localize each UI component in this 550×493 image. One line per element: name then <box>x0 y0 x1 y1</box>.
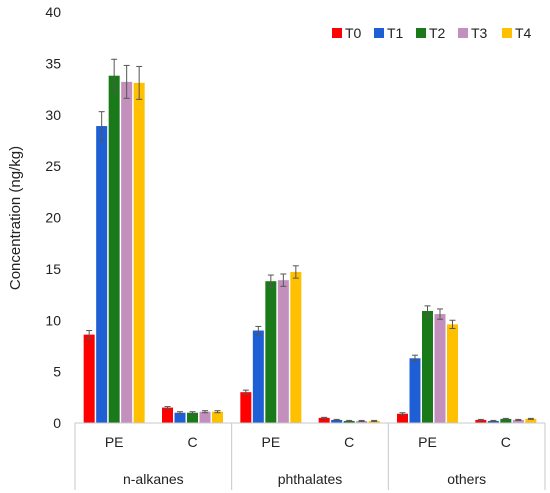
legend-label: T0 <box>345 25 362 41</box>
y-tick-label: 0 <box>53 415 61 431</box>
bar-t4 <box>368 420 380 423</box>
x-tick-label: C <box>501 434 511 450</box>
y-tick-label: 15 <box>45 261 61 277</box>
legend: T0 T1 T2 T3 T4 <box>332 25 532 41</box>
bar-t2 <box>265 281 277 423</box>
bar-t2 <box>422 311 433 423</box>
group-label: phthalates <box>278 471 343 487</box>
y-tick-label: 10 <box>45 312 61 328</box>
y-axis-title: Concentration (ng/kg) <box>7 146 24 290</box>
bar-t2 <box>187 412 198 423</box>
y-tick-label: 5 <box>53 364 61 380</box>
bar-t1 <box>487 420 499 423</box>
bar-t0 <box>240 392 252 423</box>
bar-t4 <box>525 418 537 423</box>
legend-label: T1 <box>387 25 404 41</box>
bar-t0 <box>397 413 408 423</box>
legend-label: T2 <box>429 25 446 41</box>
bar-t1 <box>409 358 421 423</box>
y-tick-label: 40 <box>45 4 61 20</box>
legend-label: T4 <box>515 25 532 41</box>
x-axis: PE C PE C PE Cn-alkanes phthalates others <box>74 422 546 490</box>
bar-t2 <box>108 75 120 423</box>
legend-swatch-t2 <box>416 28 426 38</box>
bar-t1 <box>252 330 264 423</box>
bar-t3 <box>121 81 133 424</box>
bar-t1 <box>331 419 343 423</box>
x-tick-label: PE <box>418 434 437 450</box>
bar-t3 <box>434 314 446 423</box>
bar-t3 <box>199 411 211 423</box>
bar-t3 <box>356 420 368 423</box>
bar-t0 <box>83 334 95 423</box>
legend-swatch-t1 <box>374 28 384 38</box>
bar-t1 <box>96 126 108 424</box>
bar-t0 <box>162 407 173 423</box>
bar-t1 <box>174 412 186 423</box>
error-bars <box>86 58 534 422</box>
bar-t4 <box>290 271 302 423</box>
bar-t3 <box>277 280 289 423</box>
y-tick-label: 20 <box>45 210 61 226</box>
x-tick-label: PE <box>105 434 124 450</box>
y-axis-ticks: 0 5 10 15 20 25 30 35 40 <box>45 4 61 431</box>
group-label: n-alkanes <box>123 471 184 487</box>
y-tick-label: 30 <box>45 107 61 123</box>
group-label: others <box>447 471 486 487</box>
bar-t3 <box>512 419 524 423</box>
bar-t2 <box>343 420 355 423</box>
x-tick-label: C <box>344 434 354 450</box>
bar-t4 <box>212 411 223 423</box>
y-tick-label: 25 <box>45 158 61 174</box>
bar-t0 <box>318 417 330 423</box>
x-tick-label: C <box>187 434 197 450</box>
y-tick-label: 35 <box>45 55 61 71</box>
bar-t0 <box>475 419 487 423</box>
bar-t4 <box>447 324 458 423</box>
bars <box>83 75 537 424</box>
legend-swatch-t4 <box>502 28 512 38</box>
legend-swatch-t3 <box>458 28 468 38</box>
bar-t2 <box>500 418 512 423</box>
bar-t4 <box>133 82 145 424</box>
x-tick-label: PE <box>261 434 280 450</box>
legend-label: T3 <box>471 25 488 41</box>
legend-swatch-t0 <box>332 28 342 38</box>
